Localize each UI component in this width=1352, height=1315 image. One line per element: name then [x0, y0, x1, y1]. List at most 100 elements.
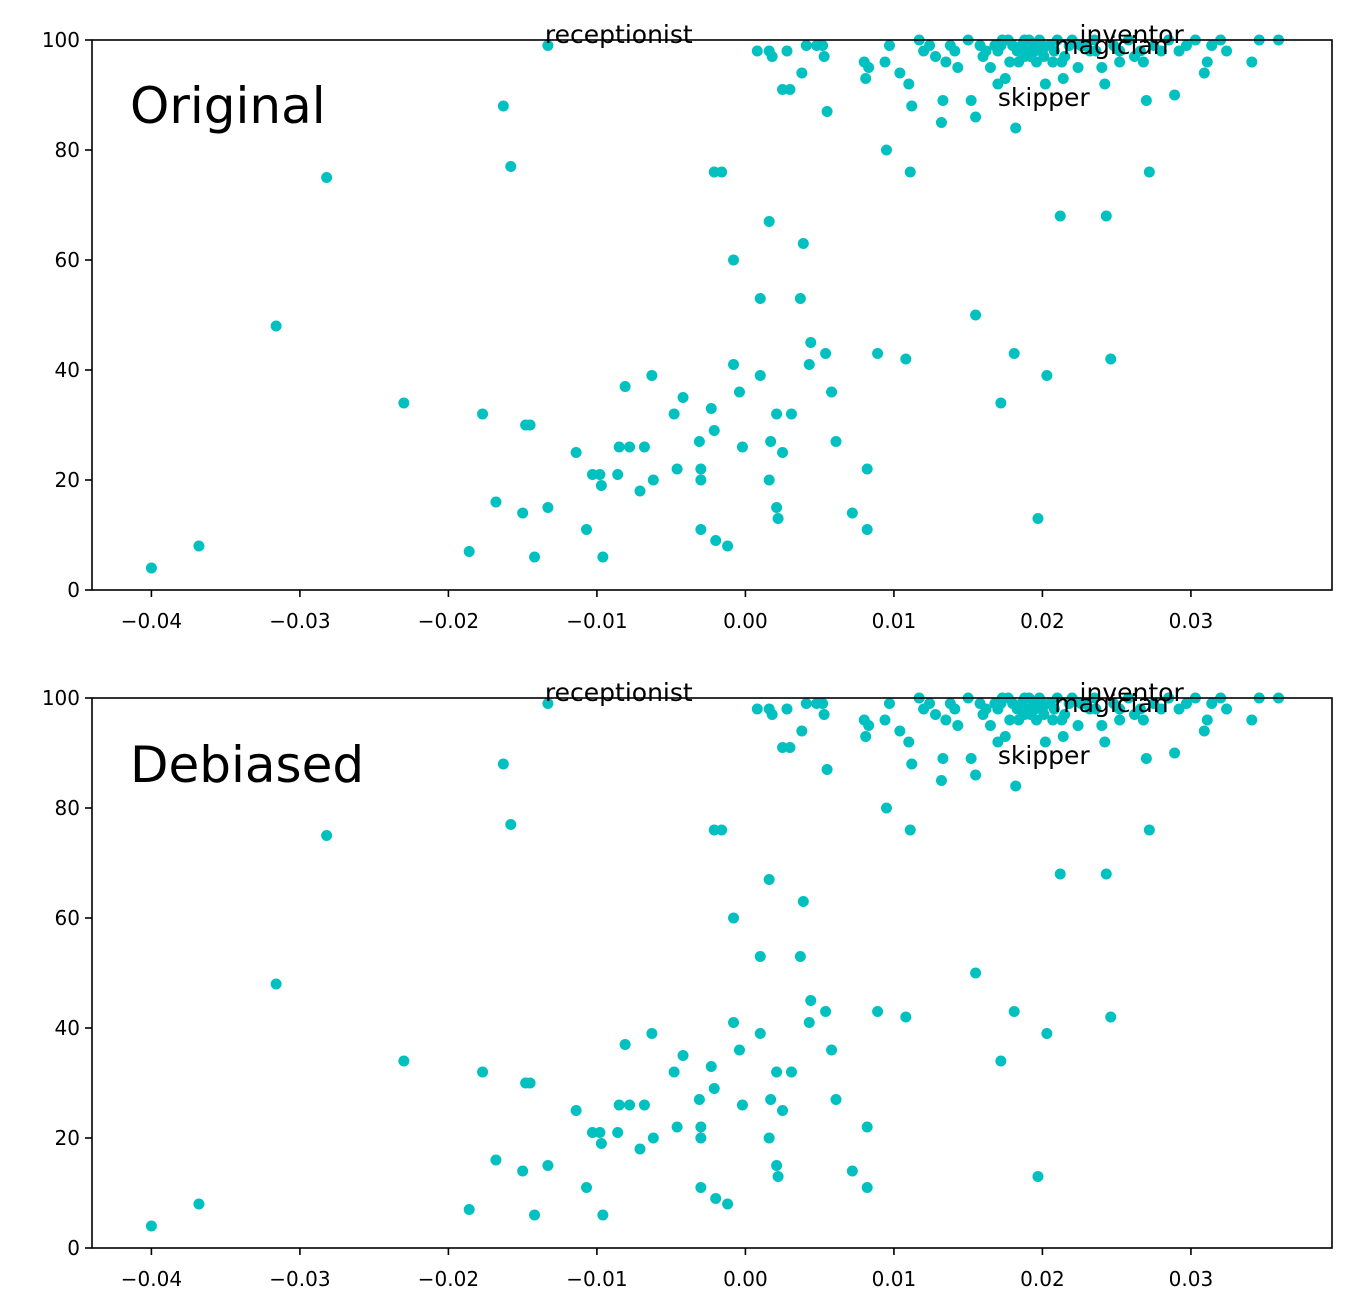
- debiased-point: [906, 758, 918, 770]
- original-point: [638, 441, 650, 453]
- debiased-annotation-receptionist: receptionist: [545, 678, 693, 707]
- debiased-annotation-inventor: inventor: [1080, 678, 1185, 707]
- original-point: [1004, 56, 1016, 68]
- original-y-tick-label: 80: [55, 138, 80, 162]
- debiased-annotation-magician: magician: [1054, 689, 1168, 718]
- original-x-tick-label: −0.01: [566, 609, 627, 633]
- original-x-tick-label: −0.03: [269, 609, 330, 633]
- debiased-x-tick-label: 0.00: [723, 1267, 768, 1291]
- original-point: [771, 408, 783, 420]
- debiased-point: [497, 758, 509, 770]
- original-point: [490, 496, 502, 508]
- original-point: [1169, 89, 1181, 101]
- debiased-point: [1054, 868, 1066, 880]
- original-point: [1155, 45, 1167, 57]
- debiased-point: [977, 709, 989, 720]
- debiased-point: [1048, 703, 1060, 715]
- debiased-point: [722, 1198, 734, 1210]
- original-point: [693, 436, 705, 447]
- original-point: [570, 447, 582, 458]
- original-point: [517, 507, 529, 519]
- debiased-point: [1041, 1028, 1053, 1039]
- debiased-annotation-skipper: skipper: [998, 741, 1091, 770]
- debiased-point: [970, 967, 982, 979]
- debiased-point: [595, 1138, 607, 1149]
- debiased-point: [1100, 868, 1112, 880]
- debiased-point: [965, 753, 977, 764]
- original-point: [705, 403, 717, 414]
- original-point: [1105, 353, 1117, 365]
- original-point: [900, 353, 912, 365]
- original-point: [924, 40, 936, 51]
- original-point: [612, 469, 624, 480]
- debiased-point: [1206, 698, 1218, 709]
- original-point: [193, 540, 205, 552]
- original-point: [879, 56, 891, 68]
- debiased-point: [695, 1182, 707, 1193]
- original-point: [1099, 78, 1111, 90]
- original-point: [708, 425, 720, 436]
- original-point: [398, 397, 410, 409]
- debiased-point: [733, 1044, 745, 1056]
- original-point: [935, 117, 947, 128]
- debiased-point: [771, 1160, 783, 1171]
- original-point: [619, 381, 631, 392]
- debiased-point: [883, 698, 895, 709]
- debiased-point: [270, 978, 282, 990]
- original-point: [1201, 56, 1213, 68]
- debiased-point: [1072, 720, 1084, 731]
- original-point: [497, 100, 509, 112]
- debiased-point: [900, 1011, 912, 1023]
- debiased-point: [321, 830, 333, 841]
- debiased-point: [1038, 709, 1050, 720]
- original-x-tick-label: 0.02: [1020, 609, 1065, 633]
- original-point: [1032, 513, 1044, 524]
- debiased-point: [772, 1171, 784, 1182]
- debiased-point: [542, 698, 554, 709]
- debiased-point: [505, 819, 517, 830]
- debiased-point: [903, 736, 915, 748]
- original-point: [796, 67, 808, 79]
- original-axes-frame: [91, 39, 1333, 591]
- original-point: [805, 337, 817, 348]
- debiased-point: [1047, 714, 1059, 726]
- panel-original: −0.04 −0.03 −0.02 −0.01 0.00 0.01 0.02 0.03 0 20 4…: [42, 20, 1333, 633]
- debiased-point: [695, 1121, 707, 1133]
- debiased-point: [613, 1099, 625, 1111]
- debiased-point: [1201, 714, 1213, 726]
- debiased-point: [1134, 703, 1146, 715]
- original-point: [145, 562, 157, 574]
- debiased-point: [671, 1121, 683, 1133]
- original-point: [1096, 62, 1108, 73]
- original-point: [1056, 56, 1068, 68]
- original-point: [677, 392, 689, 403]
- debiased-point: [145, 1220, 157, 1232]
- debiased-point: [1099, 736, 1111, 748]
- original-point: [647, 474, 659, 486]
- original-point: [999, 73, 1011, 84]
- original-point: [1008, 348, 1020, 359]
- original-point: [784, 84, 796, 95]
- original-point: [1014, 45, 1026, 57]
- original-point: [542, 40, 554, 51]
- debiased-point: [634, 1143, 646, 1155]
- original-point: [995, 397, 1007, 409]
- debiased-point: [817, 698, 829, 709]
- debiased-point: [935, 775, 947, 786]
- original-point: [940, 56, 952, 68]
- original-point: [818, 51, 830, 62]
- original-points: [145, 34, 1285, 574]
- original-point: [794, 293, 806, 304]
- debiased-point: [693, 1094, 705, 1105]
- debiased-point: [1057, 731, 1069, 742]
- debiased-x-tick-label: −0.02: [418, 1267, 479, 1291]
- debiased-point: [763, 874, 775, 885]
- debiased-point: [995, 1055, 1007, 1067]
- debiased-point: [820, 1006, 832, 1017]
- debiased-point: [754, 1028, 766, 1039]
- original-point: [1057, 73, 1069, 84]
- debiased-point: [1096, 720, 1108, 731]
- original-point: [781, 45, 793, 57]
- original-x-tick-label: 0.03: [1169, 609, 1214, 633]
- original-point: [846, 507, 858, 519]
